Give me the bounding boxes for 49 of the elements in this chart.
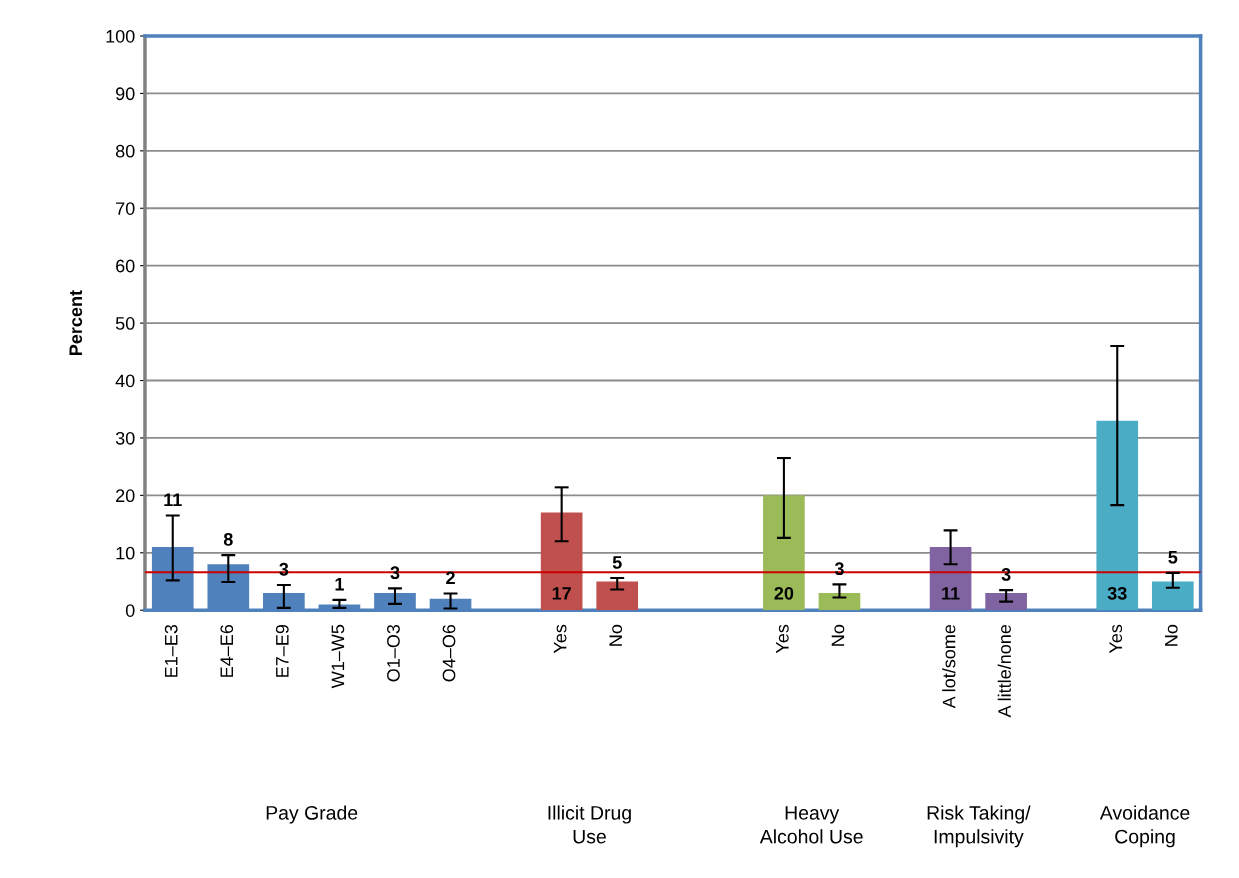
- bar: [763, 495, 805, 611]
- text: Avoidance Coping: [1099, 805, 1190, 848]
- x-tick-label: A lot/some: [942, 624, 956, 709]
- text: Heavy Alcohol Use: [759, 806, 863, 844]
- data-label: 5: [1168, 550, 1178, 564]
- x-tick-label: E4–E6: [220, 624, 234, 677]
- bar: [1151, 581, 1194, 611]
- y-tick-label: 80: [115, 144, 135, 158]
- y-axis-title: Percent: [69, 290, 83, 356]
- bar: [818, 592, 861, 611]
- x-tick-label: O4–O6: [442, 624, 456, 682]
- y-tick-label: 30: [115, 431, 135, 445]
- x-tick-label: No: [831, 624, 845, 646]
- data-label: 11: [942, 587, 960, 600]
- x-tick-label: No: [1165, 624, 1178, 646]
- x-tick-label: No: [609, 624, 623, 646]
- bar: [1096, 420, 1139, 611]
- y-tick-label: 70: [116, 202, 135, 215]
- data-label: 17: [552, 587, 571, 600]
- data-label: 1: [335, 577, 344, 591]
- bar: [929, 547, 972, 611]
- text: Pay Grade: [266, 805, 358, 824]
- y-tick-label: 10: [116, 546, 135, 560]
- y-tick-label: 40: [115, 374, 135, 388]
- y-tick-label: 90: [116, 87, 135, 101]
- x-tick-label: Yes: [553, 624, 567, 654]
- x-tick-label: O1–O3: [387, 624, 400, 682]
- data-label: 5: [612, 556, 622, 569]
- x-tick-label: Yes: [776, 624, 789, 654]
- x-tick-label: Yes: [1109, 624, 1123, 654]
- text: Risk Taking/ Impulsivity: [927, 805, 1031, 848]
- bar: [985, 592, 1027, 611]
- y-tick-label: 20: [116, 489, 135, 503]
- data-label: 8: [223, 532, 233, 546]
- y-tick-label: 100: [106, 29, 135, 43]
- x-tick-label: E1–E3: [164, 624, 178, 677]
- x-tick-label: A little/none: [997, 624, 1011, 718]
- data-label: 33: [1107, 586, 1127, 600]
- y-tick-label: 50: [115, 317, 135, 330]
- data-label: 11: [164, 493, 182, 506]
- data-label: 20: [774, 586, 794, 600]
- x-tick-label: W1–W5: [331, 624, 345, 689]
- y-tick-label: 60: [116, 259, 135, 273]
- data-label: 2: [446, 571, 455, 585]
- bar: [596, 581, 639, 611]
- text: Illicit Drug Use: [548, 805, 631, 844]
- bar: [540, 512, 583, 611]
- x-tick-label: E7–E9: [275, 624, 289, 677]
- y-tick-label: 0: [125, 604, 135, 617]
